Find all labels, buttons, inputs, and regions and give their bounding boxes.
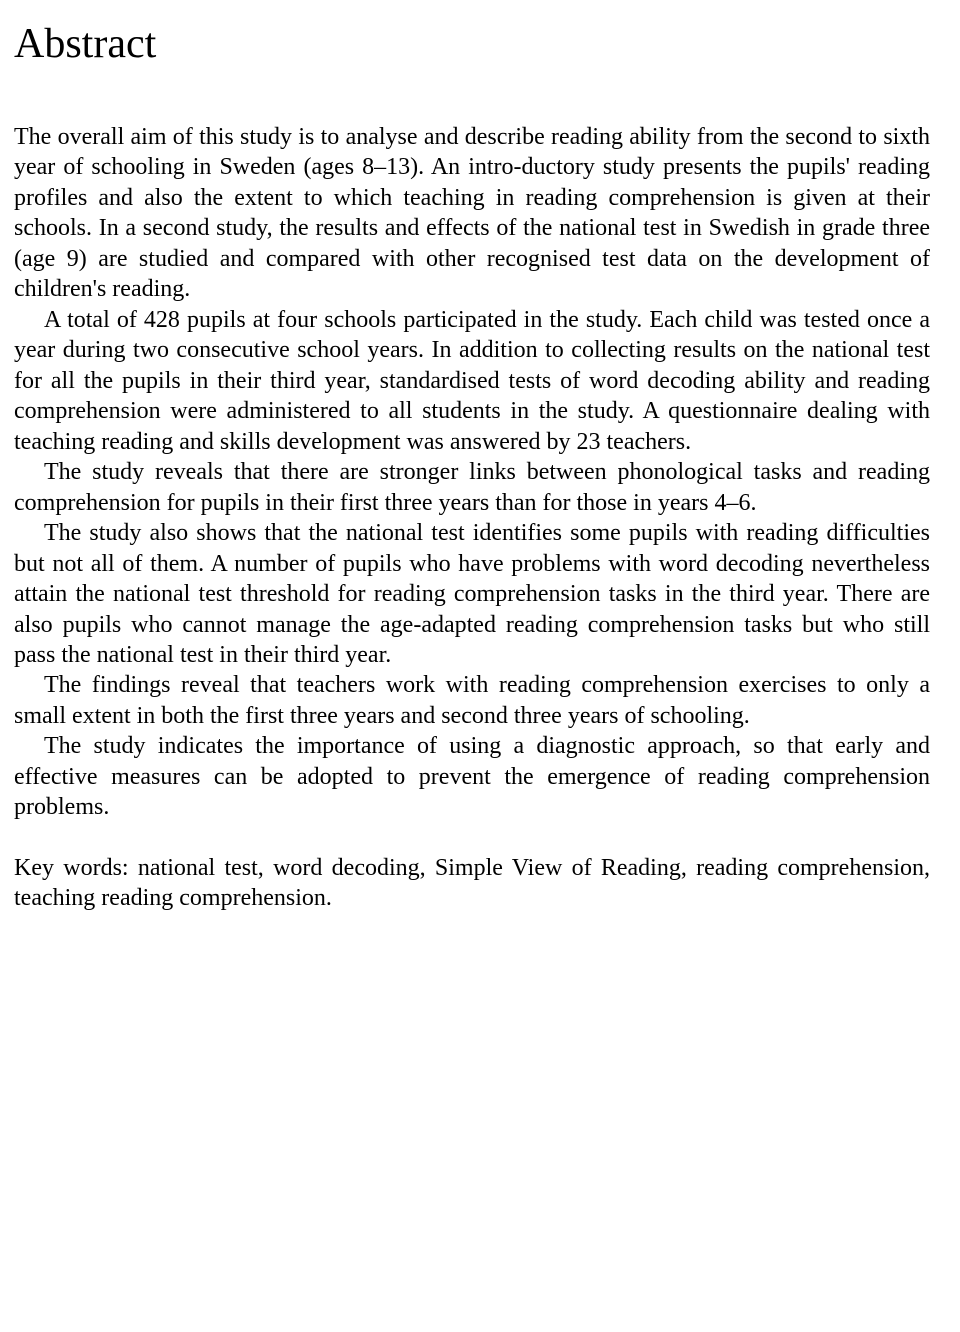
abstract-paragraph-4: The study also shows that the national t…: [14, 518, 930, 670]
abstract-title: Abstract: [14, 20, 930, 68]
abstract-paragraph-5: The findings reveal that teachers work w…: [14, 670, 930, 731]
abstract-paragraph-6: The study indicates the importance of us…: [14, 731, 930, 822]
abstract-paragraph-2: A total of 428 pupils at four schools pa…: [14, 305, 930, 457]
abstract-keywords: Key words: national test, word decoding,…: [14, 853, 930, 914]
abstract-paragraph-3: The study reveals that there are stronge…: [14, 457, 930, 518]
abstract-paragraph-1: The overall aim of this study is to anal…: [14, 122, 930, 305]
